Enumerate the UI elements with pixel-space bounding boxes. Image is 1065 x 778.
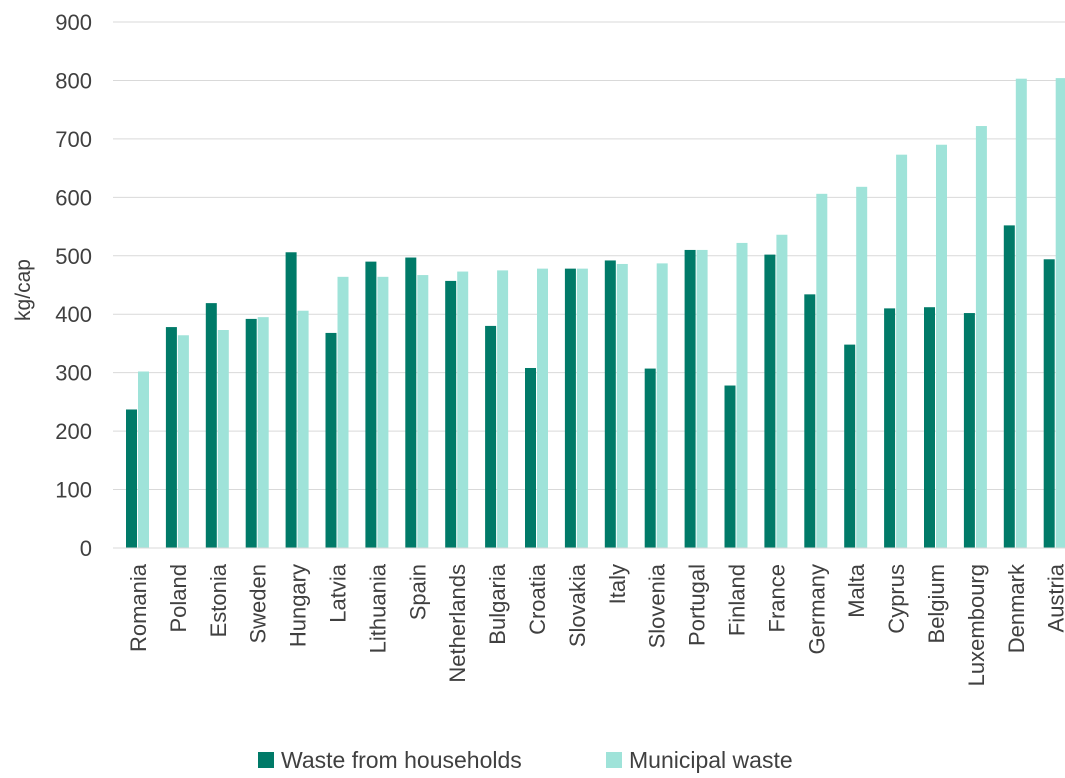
x-category-label-luxembourg: Luxembourg: [964, 564, 989, 686]
x-category-label-sweden: Sweden: [246, 564, 271, 644]
legend: Waste from households Municipal waste: [258, 747, 793, 773]
y-axis-ticks: 0 100 200 300 400 500 600 700 800 900: [55, 10, 92, 561]
x-category-label-spain: Spain: [405, 564, 430, 620]
x-category-label-malta: Malta: [844, 563, 869, 618]
x-category-label-romania: Romania: [126, 563, 151, 652]
y-tick-label: 400: [55, 302, 92, 327]
legend-swatch-waste-from-households: [258, 752, 274, 768]
bar-waste-from-households-estonia: [205, 303, 217, 548]
y-tick-label: 300: [55, 361, 92, 386]
bar-municipal-waste-malta: [856, 186, 868, 548]
bar-waste-from-households-portugal: [684, 249, 696, 548]
bar-waste-from-households-poland: [165, 327, 177, 548]
bar-municipal-waste-slovenia: [656, 263, 668, 548]
gridlines: [113, 21, 1065, 491]
bar-waste-from-households-luxembourg: [963, 313, 975, 548]
bar-waste-from-households-austria: [1043, 259, 1055, 548]
bar-waste-from-households-slovenia: [644, 368, 656, 548]
bar-municipal-waste-bulgaria: [497, 270, 509, 548]
bar-waste-from-households-slovakia: [564, 268, 576, 548]
bar-municipal-waste-croatia: [537, 268, 548, 548]
bar-municipal-waste-romania: [138, 371, 149, 548]
x-category-label-hungary: Hungary: [286, 564, 311, 647]
bar-municipal-waste-italy: [616, 263, 628, 548]
bar-municipal-waste-sweden: [257, 317, 269, 548]
x-category-label-lithuania: Lithuania: [365, 563, 390, 653]
bar-waste-from-households-spain: [405, 257, 417, 548]
bar-waste-from-households-croatia: [525, 367, 536, 548]
bar-municipal-waste-finland: [736, 242, 748, 549]
x-category-label-slovenia: Slovenia: [645, 563, 670, 648]
bar-waste-from-households-netherlands: [445, 280, 457, 548]
x-category-label-portugal: Portugal: [685, 564, 710, 646]
y-tick-label: 0: [80, 536, 92, 561]
bar-municipal-waste-latvia: [337, 276, 349, 548]
bar-waste-from-households-france: [764, 254, 776, 548]
x-category-label-finland: Finland: [725, 564, 750, 636]
bar-municipal-waste-poland: [177, 335, 189, 548]
bar-municipal-waste-austria: [1055, 78, 1065, 549]
bar-municipal-waste-belgium: [936, 144, 947, 548]
x-axis-categories: Romania Poland Estonia Sweden Hungary Latvia L…: [126, 563, 1065, 686]
x-category-label-denmark: Denmark: [1004, 563, 1029, 653]
x-category-label-italy: Italy: [605, 564, 630, 604]
bar-waste-from-households-hungary: [285, 252, 297, 548]
legend-label-waste-from-households: Waste from households: [281, 747, 522, 773]
x-category-label-bulgaria: Bulgaria: [485, 563, 510, 644]
x-category-label-cyprus: Cyprus: [884, 564, 909, 634]
x-category-label-france: France: [764, 564, 789, 632]
bar-waste-from-households-cyprus: [884, 308, 896, 548]
y-tick-label: 800: [55, 68, 92, 93]
bar-waste-from-households-belgium: [924, 307, 935, 548]
bar-municipal-waste-germany: [816, 193, 828, 548]
x-category-label-belgium: Belgium: [924, 564, 949, 643]
x-category-label-netherlands: Netherlands: [445, 564, 470, 683]
bar-municipal-waste-hungary: [297, 310, 309, 548]
bar-municipal-waste-spain: [417, 275, 429, 548]
bar-waste-from-households-finland: [724, 385, 736, 548]
bar-waste-from-households-italy: [604, 260, 616, 548]
legend-swatch-municipal-waste: [606, 752, 622, 768]
legend-label-municipal-waste: Municipal waste: [629, 747, 793, 773]
bar-municipal-waste-cyprus: [896, 154, 908, 548]
bar-municipal-waste-estonia: [217, 330, 229, 548]
x-category-label-germany: Germany: [804, 564, 829, 654]
x-category-label-slovakia: Slovakia: [565, 563, 590, 647]
bar-municipal-waste-france: [776, 234, 788, 548]
y-tick-label: 500: [55, 244, 92, 269]
x-category-label-croatia: Croatia: [525, 563, 550, 635]
bar-waste-from-households-lithuania: [365, 261, 377, 548]
y-tick-label: 600: [55, 185, 92, 210]
bars: [126, 78, 1065, 549]
bar-municipal-waste-denmark: [1015, 78, 1027, 549]
x-category-label-austria: Austria: [1044, 563, 1065, 632]
y-tick-label: 100: [55, 478, 92, 503]
bar-waste-from-households-denmark: [1003, 225, 1015, 549]
y-tick-label: 900: [55, 10, 92, 35]
bar-waste-from-households-romania: [126, 409, 137, 548]
x-category-label-latvia: Latvia: [326, 563, 351, 622]
y-tick-label: 200: [55, 419, 92, 444]
bar-waste-from-households-malta: [844, 344, 856, 548]
y-tick-label: 700: [55, 127, 92, 152]
bar-municipal-waste-luxembourg: [975, 126, 987, 548]
bar-waste-from-households-germany: [804, 294, 816, 548]
bar-waste-from-households-latvia: [325, 332, 337, 548]
bar-municipal-waste-portugal: [696, 249, 708, 548]
bar-waste-from-households-bulgaria: [485, 325, 497, 548]
bar-municipal-waste-slovakia: [576, 268, 588, 548]
x-category-label-estonia: Estonia: [206, 563, 231, 637]
bar-waste-from-households-sweden: [245, 318, 257, 548]
y-axis-title: kg/cap: [12, 259, 35, 321]
bar-municipal-waste-lithuania: [377, 276, 389, 548]
bar-municipal-waste-netherlands: [457, 271, 469, 548]
x-category-label-poland: Poland: [166, 564, 191, 633]
